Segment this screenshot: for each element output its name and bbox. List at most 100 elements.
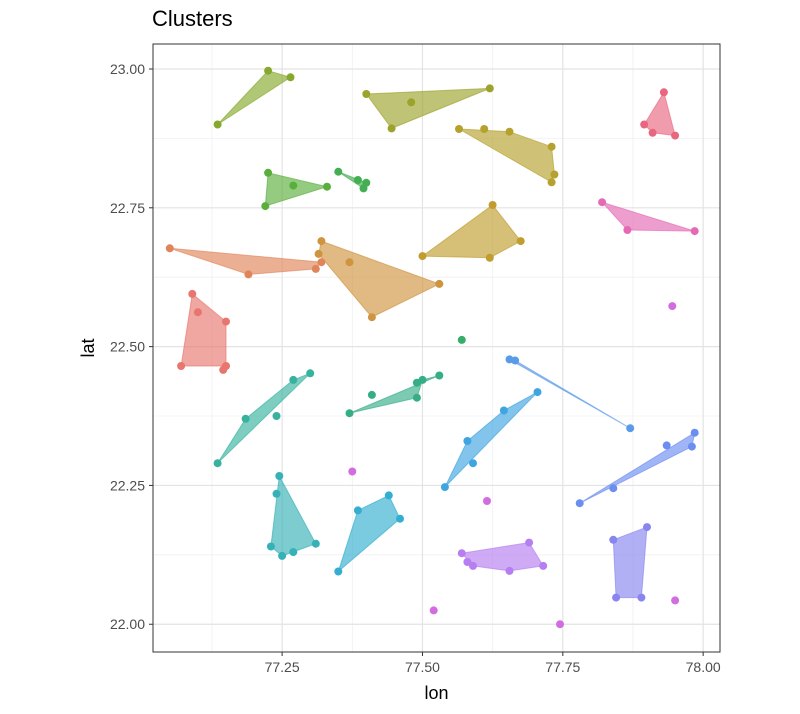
data-point bbox=[241, 414, 250, 423]
data-point bbox=[188, 289, 197, 298]
data-point bbox=[412, 393, 421, 402]
data-point bbox=[193, 308, 202, 317]
data-point bbox=[643, 523, 651, 532]
data-point bbox=[213, 459, 222, 468]
data-point bbox=[463, 558, 472, 566]
data-point bbox=[648, 128, 657, 137]
point-layer bbox=[165, 66, 699, 629]
data-point bbox=[353, 506, 362, 515]
data-point bbox=[575, 499, 584, 508]
data-point bbox=[511, 356, 520, 365]
cluster-hull bbox=[579, 431, 696, 504]
y-tick-label: 22.00 bbox=[110, 616, 145, 632]
data-point bbox=[314, 249, 323, 258]
data-point bbox=[418, 252, 427, 261]
data-point bbox=[668, 302, 677, 311]
data-point bbox=[289, 548, 298, 557]
data-point bbox=[311, 539, 320, 548]
data-point bbox=[485, 84, 494, 93]
data-point bbox=[323, 182, 331, 191]
data-point bbox=[455, 125, 463, 133]
data-point bbox=[556, 620, 564, 629]
y-axis-title: lat bbox=[78, 338, 98, 357]
data-point bbox=[266, 542, 275, 551]
data-point bbox=[429, 606, 438, 615]
data-point bbox=[222, 317, 230, 326]
data-point bbox=[525, 538, 534, 547]
data-point bbox=[412, 378, 421, 387]
cluster-hull bbox=[600, 201, 695, 232]
y-tick-label: 22.50 bbox=[110, 339, 145, 355]
data-point bbox=[469, 459, 477, 468]
data-point bbox=[609, 484, 618, 493]
data-point bbox=[345, 409, 354, 418]
data-point bbox=[334, 167, 343, 176]
data-point bbox=[671, 131, 680, 140]
data-point bbox=[662, 441, 671, 450]
data-point bbox=[362, 90, 371, 98]
data-point bbox=[345, 258, 354, 267]
y-tick-label: 22.75 bbox=[110, 200, 145, 216]
x-tick-label: 77.50 bbox=[405, 659, 440, 675]
data-point bbox=[485, 253, 494, 262]
data-point bbox=[550, 170, 559, 179]
data-point bbox=[289, 181, 298, 190]
data-point bbox=[612, 593, 621, 602]
y-tick-label: 23.00 bbox=[110, 61, 145, 77]
data-point bbox=[384, 491, 393, 500]
data-point bbox=[317, 258, 326, 267]
data-point bbox=[671, 596, 680, 605]
cluster-hull bbox=[365, 87, 490, 130]
data-point bbox=[387, 124, 396, 133]
data-point bbox=[177, 362, 186, 370]
cluster-hull bbox=[612, 526, 648, 599]
data-point bbox=[278, 551, 287, 560]
data-point bbox=[626, 424, 635, 433]
data-point bbox=[598, 198, 607, 207]
data-point bbox=[396, 514, 404, 523]
data-point bbox=[306, 369, 315, 378]
data-point bbox=[275, 472, 284, 480]
data-point bbox=[367, 313, 376, 322]
cluster-hull bbox=[264, 172, 329, 207]
data-point bbox=[334, 567, 343, 576]
data-point bbox=[609, 535, 618, 544]
data-point bbox=[640, 120, 649, 129]
data-point bbox=[623, 226, 632, 234]
data-point bbox=[463, 437, 472, 445]
data-point bbox=[457, 549, 466, 558]
data-point bbox=[353, 176, 362, 184]
x-tick-label: 78.00 bbox=[686, 659, 721, 675]
data-point bbox=[469, 561, 477, 570]
data-point bbox=[547, 142, 556, 151]
cluster-hull bbox=[458, 128, 555, 184]
data-point bbox=[457, 335, 466, 344]
data-point bbox=[690, 227, 699, 236]
data-point bbox=[264, 66, 273, 75]
data-point bbox=[505, 127, 514, 136]
data-point bbox=[261, 202, 270, 211]
data-point bbox=[272, 412, 281, 420]
data-point bbox=[264, 168, 273, 177]
data-point bbox=[687, 442, 696, 451]
y-tick-label: 22.25 bbox=[110, 477, 145, 493]
data-point bbox=[637, 593, 646, 602]
data-point bbox=[483, 497, 491, 505]
data-point bbox=[488, 201, 497, 209]
hull-layer bbox=[169, 70, 696, 599]
data-point bbox=[505, 566, 514, 575]
data-point bbox=[435, 371, 444, 380]
data-point bbox=[367, 390, 376, 399]
data-point bbox=[516, 237, 525, 246]
x-tick-label: 77.75 bbox=[545, 659, 580, 675]
x-tick-label: 77.25 bbox=[265, 659, 300, 675]
data-point bbox=[165, 244, 174, 253]
cluster-hull bbox=[217, 70, 292, 125]
data-point bbox=[407, 98, 416, 107]
data-point bbox=[213, 120, 222, 129]
data-point bbox=[480, 125, 489, 133]
data-point bbox=[219, 365, 228, 374]
data-point bbox=[659, 88, 668, 97]
